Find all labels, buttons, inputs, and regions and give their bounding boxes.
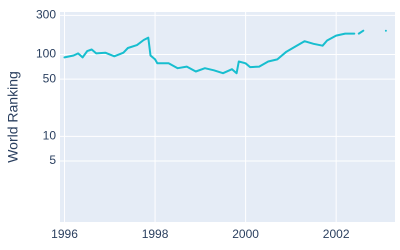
y-tick-label: 10 bbox=[43, 129, 57, 143]
x-tick-label: 2000 bbox=[232, 227, 259, 241]
y-tick-label: 50 bbox=[43, 71, 57, 85]
x-tick-label: 2002 bbox=[323, 227, 350, 241]
data-line bbox=[63, 29, 387, 75]
y-tick-label: 300 bbox=[36, 8, 56, 22]
x-tick-label: 1996 bbox=[51, 227, 78, 241]
plot-area bbox=[60, 12, 395, 222]
x-tick-label: 1998 bbox=[142, 227, 169, 241]
y-tick-label: 100 bbox=[36, 47, 56, 61]
y-tick-label: 5 bbox=[49, 153, 56, 167]
y-axis-title: World Ranking bbox=[5, 71, 21, 163]
